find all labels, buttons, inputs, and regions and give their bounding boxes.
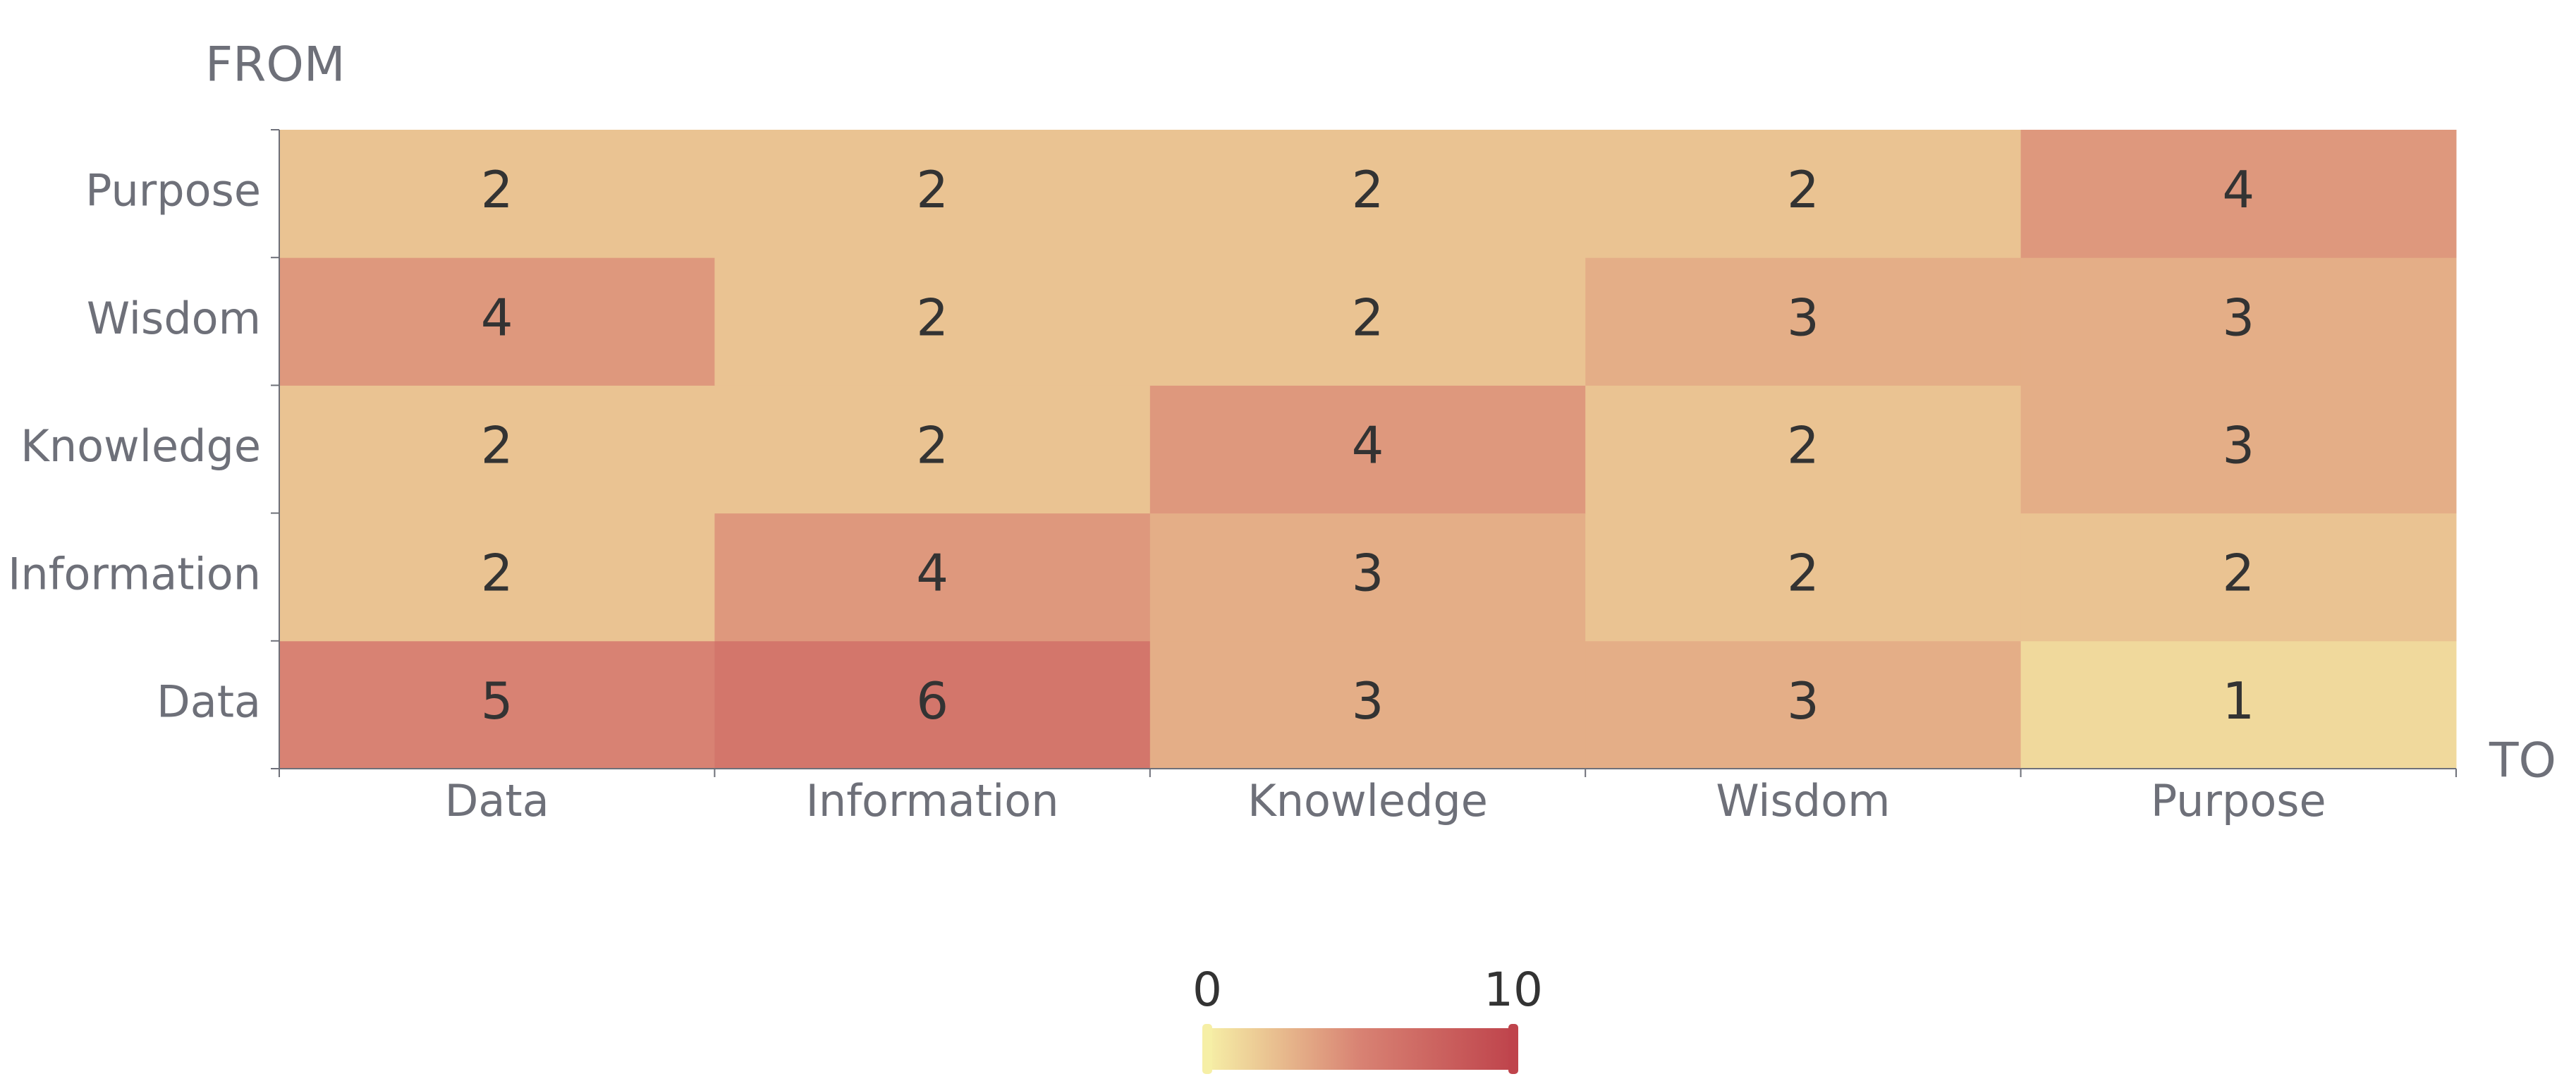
x-tick-label: Purpose — [2151, 775, 2326, 826]
heatmap-cell — [1585, 130, 2022, 258]
heatmap-cell — [1585, 257, 2022, 386]
x-tick-label: Data — [445, 775, 549, 826]
heatmap-cell — [2020, 640, 2457, 769]
cell-label: 6 — [916, 671, 948, 731]
cell-label: 2 — [916, 160, 948, 219]
y-tick-label: Knowledge — [20, 420, 261, 472]
heatmap-cell — [279, 385, 715, 514]
cell-label: 4 — [2222, 160, 2254, 219]
cell-label: 2 — [1787, 160, 1819, 219]
heatmap-cell — [1585, 385, 2022, 514]
heatmap-cell — [1585, 640, 2022, 769]
heatmap-cell — [2020, 257, 2457, 386]
cell-label: 3 — [2222, 416, 2254, 475]
y-tick-label: Data — [157, 676, 261, 727]
heatmap-cell — [2020, 130, 2457, 258]
y-tick-label: Wisdom — [87, 293, 261, 344]
heatmap-cell — [1149, 640, 1586, 769]
cell-label: 2 — [916, 416, 948, 475]
cell-label: 2 — [481, 416, 513, 475]
cell-label: 3 — [1352, 544, 1384, 603]
y-axis-name: FROM — [205, 37, 346, 93]
heatmap-cell — [279, 513, 715, 642]
cell-label: 2 — [1352, 288, 1384, 347]
heatmap-cell — [1585, 513, 2022, 642]
heatmap-cell — [279, 640, 715, 769]
heatmap-cell — [714, 513, 1151, 642]
x-tick-label: Wisdom — [1716, 775, 1890, 826]
cell-label: 3 — [1352, 671, 1384, 731]
visual-map-bar — [1207, 1028, 1513, 1070]
heatmap-cell — [1149, 257, 1586, 386]
cell-label: 2 — [481, 544, 513, 603]
cell-label: 2 — [481, 160, 513, 219]
cell-label: 5 — [481, 671, 513, 731]
visual-map-min-label: 0 — [1192, 963, 1222, 1017]
cell-label: 4 — [1352, 416, 1384, 475]
x-axis-name: TO — [2489, 733, 2556, 789]
heatmap-cell — [714, 385, 1151, 514]
cell-label: 2 — [1352, 160, 1384, 219]
cell-label: 4 — [916, 544, 948, 603]
cell-label: 3 — [1787, 671, 1819, 731]
y-tick-label: Information — [8, 548, 261, 599]
visual-map-max-label: 10 — [1484, 963, 1543, 1017]
heatmap-cell — [1149, 130, 1586, 258]
heatmap-cell — [1149, 513, 1586, 642]
cell-label: 2 — [1787, 416, 1819, 475]
y-tick-label: Purpose — [85, 165, 261, 216]
cell-label: 3 — [2222, 288, 2254, 347]
heatmap-cell — [1149, 385, 1586, 514]
cell-label: 2 — [916, 288, 948, 347]
cell-label: 1 — [2222, 671, 2254, 731]
heatmap-cell — [2020, 385, 2457, 514]
heatmap-cell — [714, 257, 1151, 386]
heatmap-cell — [714, 130, 1151, 258]
cell-label: 4 — [481, 288, 513, 347]
cell-label: 2 — [2222, 544, 2254, 603]
visual-map-handle — [1202, 1024, 1212, 1074]
x-tick-label: Knowledge — [1247, 775, 1488, 826]
cell-label: 3 — [1787, 288, 1819, 347]
heatmap-cell — [2020, 513, 2457, 642]
heatmap-cell — [714, 640, 1151, 769]
x-tick-label: Information — [806, 775, 1059, 826]
visual-map-handle — [1508, 1024, 1518, 1074]
heatmap-cell — [279, 130, 715, 258]
heatmap-cell — [279, 257, 715, 386]
cell-label: 2 — [1787, 544, 1819, 603]
